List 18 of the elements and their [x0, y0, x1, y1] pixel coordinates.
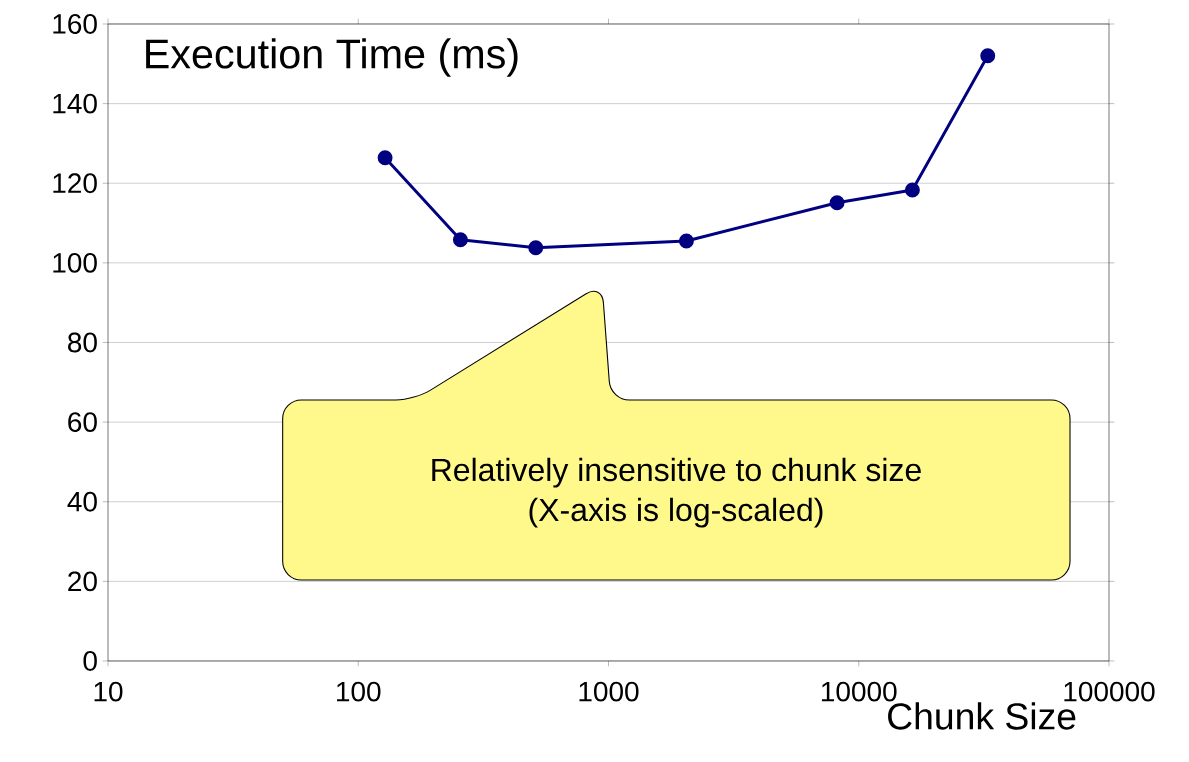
y-tick-label: 100: [53, 252, 97, 273]
y-tick-label: 0: [83, 651, 97, 671]
x-tick-label: 100: [337, 681, 381, 702]
y-tick-label: 40: [67, 491, 97, 512]
x-tick-label: 10000: [821, 681, 897, 702]
y-tick-label: 120: [53, 173, 97, 194]
x-tick-label: 1000: [579, 681, 639, 702]
y-tick-label: 140: [53, 93, 97, 114]
x-axis-title: Chunk Size: [888, 702, 1076, 730]
chart-title: Execution Time (ms): [146, 38, 518, 77]
x-tick-label: 100000: [1064, 681, 1155, 702]
annotation: (X-axis is log-scaled): [529, 497, 823, 528]
y-tick-label: 60: [68, 412, 97, 433]
y-tick-label: 20: [68, 571, 97, 592]
x-tick-label: 10: [94, 681, 123, 702]
annotation: Relatively insensitive to chunk size: [432, 457, 921, 488]
y-tick-label: 160: [53, 14, 97, 34]
y-tick-label: 80: [68, 332, 97, 353]
